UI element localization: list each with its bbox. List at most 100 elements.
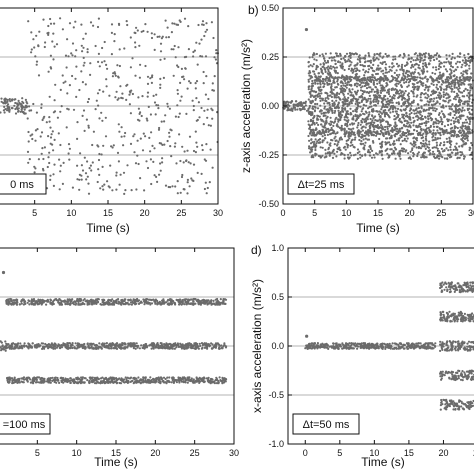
data-point [459,154,463,157]
data-point [105,85,108,88]
data-point [175,162,178,165]
data-point [350,128,353,131]
data-point [78,188,81,191]
data-point [352,70,355,73]
data-point [103,377,106,380]
data-point [468,122,471,126]
data-point [445,130,448,133]
data-point [89,377,92,380]
data-point [87,126,90,129]
data-point [118,48,121,51]
data-point [59,170,62,173]
data-point [388,123,391,126]
data-point [311,56,314,59]
data-point [147,105,150,108]
data-point [41,118,44,122]
data-point [340,114,344,117]
data-point [58,188,61,191]
data-point [402,69,405,72]
data-point [84,83,87,86]
data-point [415,78,418,81]
data-point [374,85,377,89]
data-point [122,380,125,383]
data-point [345,142,348,145]
data-point [157,107,160,110]
data-point [170,381,173,384]
data-point [322,62,325,65]
data-point [330,126,333,130]
data-point [288,108,291,111]
data-point [358,150,361,153]
data-point [201,55,204,58]
data-point [458,96,461,99]
data-point [406,85,409,88]
data-point [159,162,162,165]
data-point [331,99,334,102]
data-point [311,105,314,108]
data-point [8,98,11,101]
data-point [98,342,101,345]
data-point [190,177,193,180]
data-point [415,146,418,149]
data-point [32,102,35,106]
data-point [199,344,202,347]
data-point [406,73,409,76]
data-point [452,110,455,113]
data-point [397,131,400,134]
data-point [205,22,208,25]
data-point [415,112,418,115]
data-point [346,122,349,126]
data-point [343,79,347,82]
data-point [439,142,442,145]
data-point [380,97,383,100]
data-point [331,139,334,142]
data-point [308,104,311,108]
data-point [354,109,357,113]
x-tick-label: 25 [436,208,446,218]
data-point [364,79,367,82]
data-point [348,83,351,86]
data-point [201,20,205,23]
data-point [71,186,74,189]
data-point [77,302,80,305]
data-point [393,118,396,121]
data-point [379,61,382,64]
data-point [454,81,457,84]
data-point [337,148,340,151]
data-point [351,123,354,126]
data-point [437,113,441,116]
data-point [384,63,388,66]
data-point [458,87,461,90]
data-point [346,144,349,147]
data-point [470,151,473,154]
data-point [329,128,332,132]
data-point [45,121,48,124]
data-point [303,108,306,111]
data-point [28,109,31,112]
data-point [197,101,200,104]
data-point [371,114,374,117]
data-point [397,114,400,117]
data-point [422,68,425,71]
data-point [420,107,423,110]
data-point [401,139,404,142]
data-point [367,107,370,110]
data-point [75,49,78,52]
data-point [387,70,391,73]
data-point [80,23,83,26]
data-point [430,103,433,106]
data-point [120,135,123,138]
data-point [202,82,205,85]
data-point [459,101,462,104]
data-point [49,17,52,21]
data-point [0,349,3,352]
data-point [412,83,415,86]
data-point [28,158,31,161]
data-point [109,164,112,167]
data-point [391,110,395,113]
data-point [356,124,360,127]
data-point [97,145,100,148]
data-point [47,135,50,138]
data-point [362,81,365,84]
data-point [86,342,89,345]
